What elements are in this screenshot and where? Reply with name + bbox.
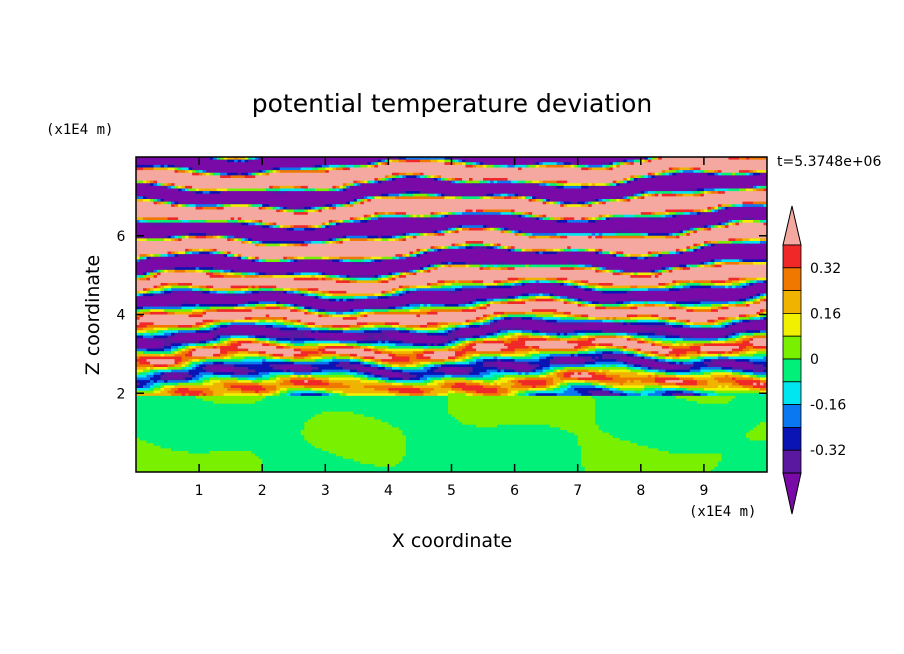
z-unit-label: (x1E4 m): [46, 122, 113, 138]
heatmap-field: [136, 157, 768, 473]
chart-title: potential temperature deviation: [252, 89, 652, 118]
time-label: t=5.3748e+06: [777, 154, 881, 170]
